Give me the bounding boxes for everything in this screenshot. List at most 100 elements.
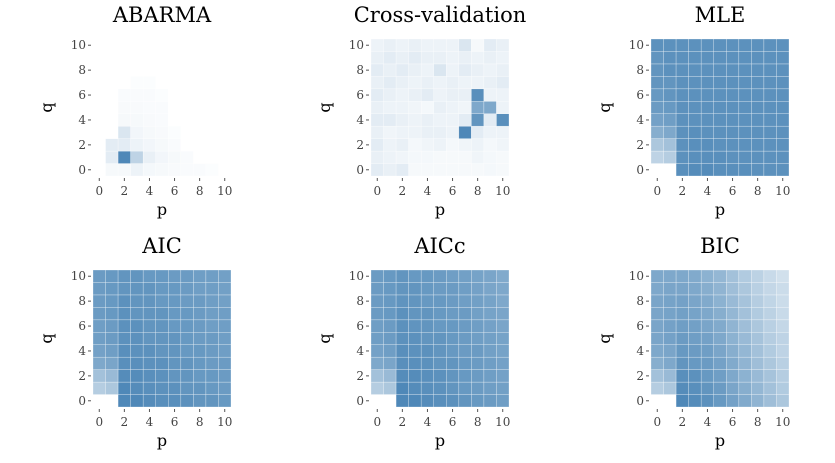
heatmap-cell	[370, 369, 384, 383]
heatmap-cell	[395, 138, 409, 152]
heatmap-cell	[408, 76, 422, 90]
heatmap-cell	[738, 125, 752, 139]
heatmap-cell	[483, 63, 497, 77]
heatmap-cell	[446, 282, 460, 296]
heatmap-cell	[117, 294, 131, 308]
heatmap-cell	[458, 138, 472, 152]
heatmap-cell	[688, 282, 702, 296]
x-axis-label: p	[435, 200, 445, 219]
heatmap-cell	[408, 269, 422, 283]
heatmap-cell	[155, 63, 169, 77]
heatmap-cell	[205, 269, 219, 283]
heatmap-cell	[688, 369, 702, 383]
heatmap-cell	[168, 88, 182, 102]
heatmap-cell	[776, 51, 790, 65]
heatmap-cell	[751, 88, 765, 102]
heatmap-cell	[650, 113, 664, 127]
heatmap-cell	[92, 294, 106, 308]
heatmap-cell	[433, 51, 447, 65]
x-tick-label: 10	[775, 415, 790, 429]
heatmap-cell	[458, 394, 472, 408]
heatmap-cell	[738, 282, 752, 296]
heatmap-cell	[751, 294, 765, 308]
heatmap-cell	[688, 269, 702, 283]
heatmap-cell	[433, 319, 447, 333]
y-tick-label: 4	[78, 113, 86, 127]
heatmap-cell	[483, 369, 497, 383]
heatmap-cell	[408, 356, 422, 370]
heatmap-cell	[458, 319, 472, 333]
heatmap-cell	[180, 63, 194, 77]
heatmap-cell	[751, 113, 765, 127]
heatmap-cell	[726, 150, 740, 164]
heatmap-cell	[130, 381, 144, 395]
heatmap-cell	[218, 332, 232, 345]
heatmap-cell	[168, 63, 182, 77]
heatmap-cell	[458, 269, 472, 283]
heatmap-cell	[688, 63, 702, 77]
heatmap-cell	[130, 282, 144, 296]
heatmap-cell	[663, 88, 677, 102]
heatmap-cell	[205, 394, 219, 408]
heatmap-cell	[675, 269, 689, 283]
heatmap-cell	[420, 88, 434, 102]
heatmap-cell	[130, 344, 144, 358]
heatmap-cell	[142, 282, 156, 296]
heatmap-cell	[483, 113, 497, 127]
heatmap-cell	[433, 125, 447, 139]
heatmap-cell	[408, 38, 422, 52]
heatmap-cell	[395, 294, 409, 308]
heatmap-cell	[471, 51, 485, 65]
heatmap-cell	[105, 150, 119, 164]
heatmap-cell	[675, 319, 689, 333]
heatmap-cell	[395, 307, 409, 321]
heatmap-cell	[218, 88, 232, 102]
heatmap-cell	[142, 394, 156, 408]
heatmap-cell	[193, 150, 207, 164]
heatmap-cell	[688, 138, 702, 152]
heatmap-cell	[776, 125, 790, 139]
heatmap-cell	[675, 394, 689, 408]
heatmap-cell	[383, 76, 397, 90]
heatmap-cell	[205, 282, 219, 296]
heatmap-cell	[650, 269, 664, 283]
x-tick-label: 0	[653, 184, 661, 198]
x-tick-label: 8	[754, 415, 762, 429]
x-tick-label: 0	[373, 415, 381, 429]
heatmap-cell	[663, 356, 677, 370]
heatmap-cell	[446, 319, 460, 333]
heatmap-cell	[92, 38, 106, 52]
heatmap-cell	[663, 344, 677, 358]
y-tick-label: 6	[356, 319, 364, 333]
heatmap-cell	[105, 88, 119, 102]
heatmap-cell	[663, 51, 677, 65]
heatmap-cell	[650, 394, 664, 408]
heatmap-cell	[408, 319, 422, 333]
heatmap-cell	[700, 332, 714, 345]
heatmap-cell	[180, 51, 194, 65]
x-tick-label: 6	[449, 184, 457, 198]
heatmap-cell	[713, 76, 727, 90]
x-tick-label: 8	[196, 415, 204, 429]
heatmap-cell	[105, 294, 119, 308]
heatmap-cell	[776, 150, 790, 164]
heatmap-cell	[700, 51, 714, 65]
heatmap-cell	[105, 307, 119, 321]
heatmap-cell	[663, 76, 677, 90]
heatmap-cell	[496, 51, 510, 65]
heatmap-cell	[650, 76, 664, 90]
heatmap-cell	[675, 88, 689, 102]
heatmap-cell	[180, 101, 194, 114]
heatmap-cell	[383, 369, 397, 383]
heatmap-cell	[383, 125, 397, 139]
heatmap-cell	[446, 51, 460, 65]
heatmap-cell	[663, 125, 677, 139]
heatmap-cell	[446, 138, 460, 152]
heatmap-cell	[408, 88, 422, 102]
heatmap-cell	[383, 163, 397, 177]
heatmap-cell	[776, 381, 790, 395]
heatmap-cell	[483, 356, 497, 370]
heatmap-cell	[663, 269, 677, 283]
heatmap-cell	[483, 381, 497, 395]
heatmap-cell	[370, 394, 384, 408]
